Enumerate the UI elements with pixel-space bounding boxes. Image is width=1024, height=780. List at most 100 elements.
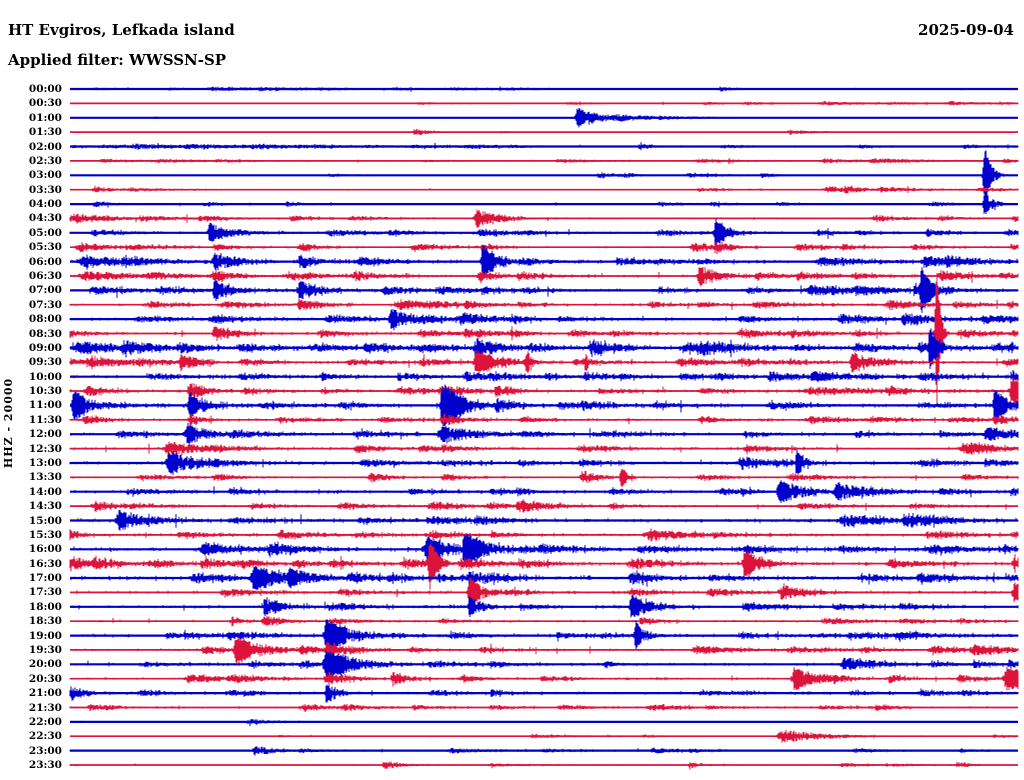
- trace-row-1300: [69, 449, 1019, 475]
- time-label: 06:30: [28, 270, 62, 282]
- time-label: 23:00: [28, 744, 62, 757]
- trace-row-1330: [70, 468, 1019, 488]
- trace-row-2130: [69, 703, 1018, 712]
- trace-row-0630: [70, 267, 1019, 287]
- date-label: 2025-09-04: [918, 21, 1014, 39]
- time-label: 21:00: [28, 687, 62, 700]
- trace-row-0800: [69, 308, 1019, 331]
- trace-row-0700: [70, 267, 1019, 313]
- station-title: HT Evgiros, Lefkada island: [8, 21, 235, 39]
- trace-row-0400: [70, 194, 1018, 214]
- trace-row-0500: [69, 218, 1019, 247]
- time-label: 17:00: [28, 572, 62, 584]
- trace-row-2300: [69, 746, 1018, 756]
- time-label: 03:00: [28, 169, 62, 182]
- trace-row-1930: [70, 638, 1019, 664]
- time-label: 16:30: [28, 557, 62, 570]
- time-label: 06:00: [28, 255, 62, 268]
- trace-row-0830: [69, 275, 1019, 406]
- time-label: 09:00: [28, 341, 62, 354]
- trace-row-1200: [70, 422, 1019, 445]
- trace-row-0200: [70, 142, 1019, 151]
- trace-row-2030: [69, 666, 1019, 691]
- trace-row-0430: [69, 209, 1019, 228]
- filter-label: Applied filter: WWSSN-SP: [8, 51, 227, 69]
- time-label: 21:30: [28, 701, 62, 714]
- trace-row-0330: [70, 185, 1019, 194]
- time-label: 19:00: [28, 629, 62, 642]
- time-label: 07:00: [28, 284, 62, 297]
- trace-row-0900: [69, 328, 1019, 369]
- trace-row-0130: [70, 128, 1018, 136]
- trace-row-0300: [70, 150, 1018, 198]
- time-label: 03:30: [28, 183, 62, 196]
- time-label: 05:00: [28, 226, 62, 239]
- time-label: 05:30: [28, 241, 62, 254]
- time-label: 04:00: [28, 198, 62, 211]
- time-label: 16:00: [28, 543, 62, 556]
- trace-row-0530: [70, 241, 1019, 255]
- trace-row-1030: [69, 377, 1019, 404]
- time-label: 15:30: [28, 528, 62, 541]
- trace-row-1800: [70, 594, 1019, 618]
- trace-row-1000: [70, 370, 1019, 383]
- time-label: 17:30: [28, 586, 62, 599]
- time-label: 14:00: [28, 485, 62, 498]
- trace-row-1400: [70, 480, 1019, 503]
- trace-row-1500: [70, 509, 1019, 531]
- trace-row-0600: [70, 245, 1019, 277]
- trace-row-1600: [70, 534, 1019, 566]
- time-label: 22:00: [28, 715, 62, 728]
- time-label: 00:00: [28, 83, 62, 95]
- time-label: 02:30: [28, 154, 62, 167]
- trace-row-2230: [70, 729, 1019, 743]
- time-label: 10:00: [28, 370, 62, 383]
- time-label: 22:30: [28, 730, 62, 743]
- trace-row-1900: [70, 619, 1019, 653]
- trace-row-0230: [70, 158, 1019, 165]
- time-label: 12:30: [28, 442, 62, 455]
- trace-row-0000: [70, 86, 1018, 92]
- time-label: 19:30: [28, 643, 62, 656]
- trace-row-1230: [69, 441, 1019, 456]
- time-label: 15:00: [28, 514, 62, 527]
- trace-row-1130: [69, 413, 1019, 426]
- time-label: 10:30: [28, 385, 62, 397]
- time-label: 20:30: [28, 672, 62, 685]
- time-label: 23:30: [28, 759, 62, 771]
- trace-row-0930: [69, 350, 1019, 375]
- trace-row-1730: [70, 577, 1019, 606]
- time-label: 00:30: [28, 97, 62, 110]
- time-label: 08:00: [28, 313, 62, 326]
- trace-row-1530: [69, 528, 1019, 542]
- trace-row-2330: [69, 761, 1018, 770]
- time-label: 12:00: [28, 428, 62, 441]
- trace-row-1630: [69, 543, 1019, 590]
- trace-row-1100: [70, 384, 1019, 427]
- time-label: 01:00: [28, 111, 62, 124]
- time-label: 04:30: [28, 212, 62, 225]
- time-label: 20:00: [28, 658, 62, 671]
- time-label: 08:30: [28, 327, 62, 340]
- time-label: 14:30: [28, 500, 62, 513]
- time-label: 02:00: [28, 140, 62, 153]
- time-label: 11:30: [28, 413, 62, 426]
- trace-row-1830: [70, 615, 1019, 627]
- trace-row-2200: [70, 719, 1018, 727]
- time-label: 13:00: [28, 457, 62, 469]
- trace-row-0100: [70, 107, 1018, 128]
- trace-row-1430: [70, 499, 1018, 513]
- time-label: 18:30: [28, 615, 62, 628]
- time-label: 11:00: [28, 399, 62, 412]
- trace-row-2000: [70, 650, 1019, 678]
- time-label: 07:30: [28, 298, 62, 311]
- trace-row-0030: [70, 100, 1019, 106]
- time-label: 09:30: [28, 356, 62, 369]
- trace-row-0730: [69, 298, 1019, 311]
- trace-row-1700: [70, 566, 1019, 590]
- trace-row-2100: [69, 684, 1019, 703]
- time-label: 18:00: [28, 600, 62, 613]
- time-label: 13:30: [28, 471, 62, 484]
